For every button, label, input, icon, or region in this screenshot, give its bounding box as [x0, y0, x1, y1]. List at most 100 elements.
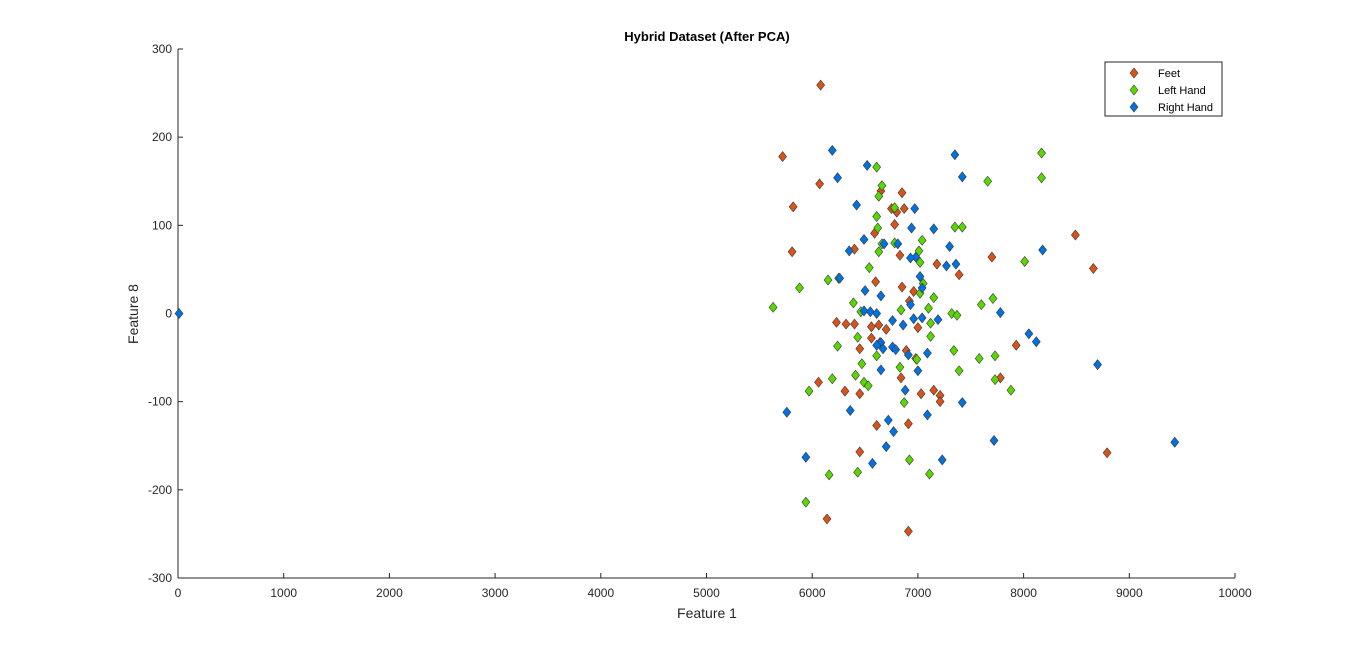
data-point-right-hand — [860, 285, 870, 297]
data-point-feet — [855, 446, 865, 458]
data-point-left-hand — [877, 180, 887, 192]
data-point-feet — [1102, 447, 1112, 459]
y-tick-label: 100 — [152, 218, 172, 232]
legend-label-feet: Feet — [1158, 68, 1180, 80]
data-point-left-hand — [925, 468, 934, 480]
data-point-left-hand — [929, 292, 939, 304]
data-point-left-hand — [895, 361, 905, 373]
data-point-left-hand — [853, 466, 863, 478]
data-point-feet — [832, 316, 841, 328]
data-point-right-hand — [917, 312, 927, 324]
data-point-feet — [890, 218, 900, 230]
data-point-left-hand — [950, 221, 960, 233]
data-point-feet — [872, 419, 882, 431]
data-point-right-hand — [852, 199, 861, 211]
data-point-right-hand — [907, 222, 916, 234]
data-point-left-hand — [1006, 384, 1016, 396]
data-point-right-hand — [835, 272, 845, 284]
data-point-feet — [874, 319, 884, 331]
y-tick-label: 200 — [152, 130, 172, 144]
data-point-right-hand — [833, 172, 842, 184]
data-point-feet — [855, 388, 865, 400]
data-point-left-hand — [872, 350, 882, 362]
data-point-right-hand — [923, 347, 932, 359]
data-point-left-hand — [873, 222, 883, 234]
data-point-feet — [881, 323, 891, 335]
x-tick-label: 0 — [175, 586, 182, 600]
data-point-left-hand — [849, 297, 858, 309]
data-point-right-hand — [904, 349, 913, 361]
data-point-right-hand — [923, 409, 932, 421]
data-point-left-hand — [804, 385, 814, 397]
data-point-right-hand — [957, 397, 967, 409]
data-point-right-hand — [891, 344, 901, 356]
data-point-right-hand — [876, 364, 886, 376]
x-tick-label: 6000 — [799, 586, 826, 600]
data-point-right-hand — [827, 144, 837, 156]
data-point-left-hand — [905, 454, 914, 466]
data-point-feet — [1071, 229, 1080, 241]
data-point-feet — [841, 318, 851, 330]
data-point-left-hand — [952, 309, 962, 321]
data-point-left-hand — [926, 317, 935, 329]
data-point-feet — [895, 249, 905, 261]
x-tick-label: 8000 — [1010, 586, 1037, 600]
data-point-left-hand — [851, 369, 860, 381]
data-point-left-hand — [863, 380, 873, 392]
data-point-feet — [850, 318, 859, 330]
data-point-left-hand — [976, 299, 986, 311]
x-tick-label: 1000 — [270, 586, 297, 600]
y-tick-label: -300 — [148, 571, 172, 585]
y-tick-label: 0 — [165, 307, 172, 321]
data-point-left-hand — [974, 352, 984, 364]
data-point-right-hand — [174, 308, 184, 319]
legend: Feet Left Hand Right Hand — [1104, 61, 1223, 117]
data-point-feet — [1088, 263, 1098, 275]
data-point-right-hand — [878, 343, 888, 355]
data-point-feet — [778, 151, 787, 163]
x-tick-label: 7000 — [905, 586, 932, 600]
data-point-right-hand — [906, 252, 915, 264]
data-point-feet — [1011, 339, 1021, 351]
data-point-left-hand — [857, 358, 867, 370]
data-point-right-hand — [917, 282, 927, 294]
data-point-right-hand — [862, 159, 872, 171]
data-point-left-hand — [801, 496, 811, 508]
data-point-left-hand — [990, 374, 1000, 386]
data-point-right-hand — [1170, 436, 1180, 448]
data-point-right-hand — [1024, 328, 1034, 340]
data-point-feet — [855, 343, 865, 355]
data-point-right-hand — [933, 314, 943, 326]
data-point-right-hand — [888, 315, 897, 327]
data-point-right-hand — [906, 299, 915, 311]
data-point-feet — [896, 372, 906, 384]
legend-label-right-hand: Right Hand — [1158, 102, 1213, 114]
data-point-right-hand — [868, 457, 877, 469]
data-point-left-hand — [924, 302, 933, 314]
y-ticks: 300 200 100 0 -100 -200 -300 — [148, 42, 183, 585]
data-point-feet — [816, 79, 826, 91]
data-point-right-hand — [859, 305, 869, 317]
legend-marker-right-hand — [1129, 101, 1139, 113]
data-point-right-hand — [845, 405, 855, 416]
data-point-feet — [899, 203, 909, 215]
data-point-left-hand — [864, 262, 874, 274]
data-point-left-hand — [957, 221, 967, 233]
data-point-right-hand — [942, 260, 951, 272]
data-point-right-hand — [911, 251, 921, 263]
data-point-right-hand — [1038, 244, 1048, 256]
data-point-left-hand — [1020, 256, 1030, 267]
data-point-left-hand — [983, 175, 993, 187]
legend-marker-feet — [1129, 67, 1139, 79]
data-point-left-hand — [954, 365, 964, 377]
data-point-left-hand — [872, 161, 882, 173]
data-point-right-hand — [879, 238, 889, 250]
data-point-right-hand — [995, 307, 1005, 319]
y-tick-label: -100 — [148, 395, 172, 409]
data-point-left-hand — [990, 350, 1000, 362]
data-point-right-hand — [1031, 336, 1041, 348]
data-point-right-hand — [951, 258, 961, 270]
data-point-left-hand — [874, 190, 884, 202]
legend-box — [1104, 61, 1223, 117]
